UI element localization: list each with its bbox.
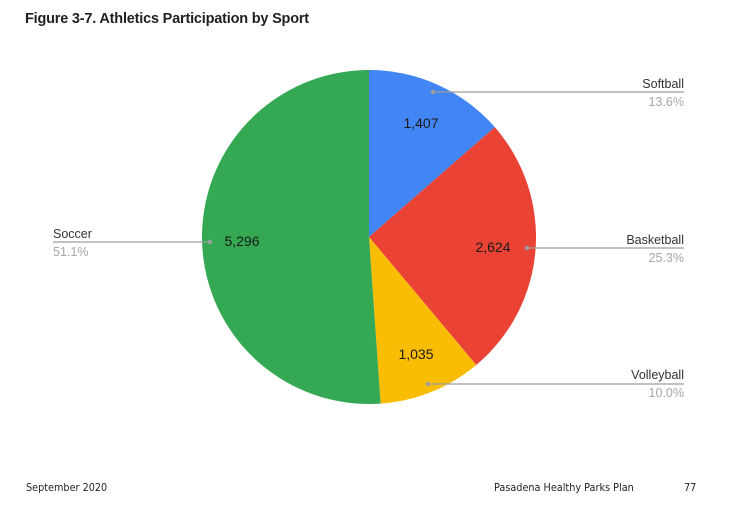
legend-percentage-label: 10.0% <box>649 386 684 400</box>
slice-value-label: 1,035 <box>398 346 433 362</box>
pie-slice-softball <box>369 70 495 237</box>
footer-page-number: 77 <box>684 481 697 494</box>
legend-category-label: Soccer <box>53 227 92 241</box>
legend-category-label: Softball <box>642 77 684 91</box>
legend-category-label: Volleyball <box>631 368 684 382</box>
figure-title: Figure 3-7. Athletics Participation by S… <box>25 11 309 27</box>
pie-slice-volleyball <box>369 237 477 404</box>
pie-slice-basketball <box>369 127 537 366</box>
footer-document-title: Pasadena Healthy Parks Plan <box>494 481 634 494</box>
legend-percentage-label: 51.1% <box>53 245 88 259</box>
legend-category-label: Basketball <box>626 233 684 247</box>
callout-dot <box>524 245 530 251</box>
slice-value-label: 1,407 <box>403 115 438 131</box>
callout-dot <box>207 239 213 245</box>
slice-value-label: 2,624 <box>475 239 510 255</box>
slice-value-label: 5,296 <box>224 233 259 249</box>
legend-percentage-label: 13.6% <box>649 95 684 109</box>
callout-dot <box>425 381 431 387</box>
callout-dot <box>430 89 436 95</box>
pie-labels: 1,407 Softball 13.6% 2,624 Basketball 25.3% 1,… <box>53 77 684 400</box>
pie-slice-soccer <box>202 70 381 404</box>
legend-percentage-label: 25.3% <box>649 251 684 265</box>
footer-date: September 2020 <box>26 481 108 494</box>
pie-slices <box>202 70 537 404</box>
